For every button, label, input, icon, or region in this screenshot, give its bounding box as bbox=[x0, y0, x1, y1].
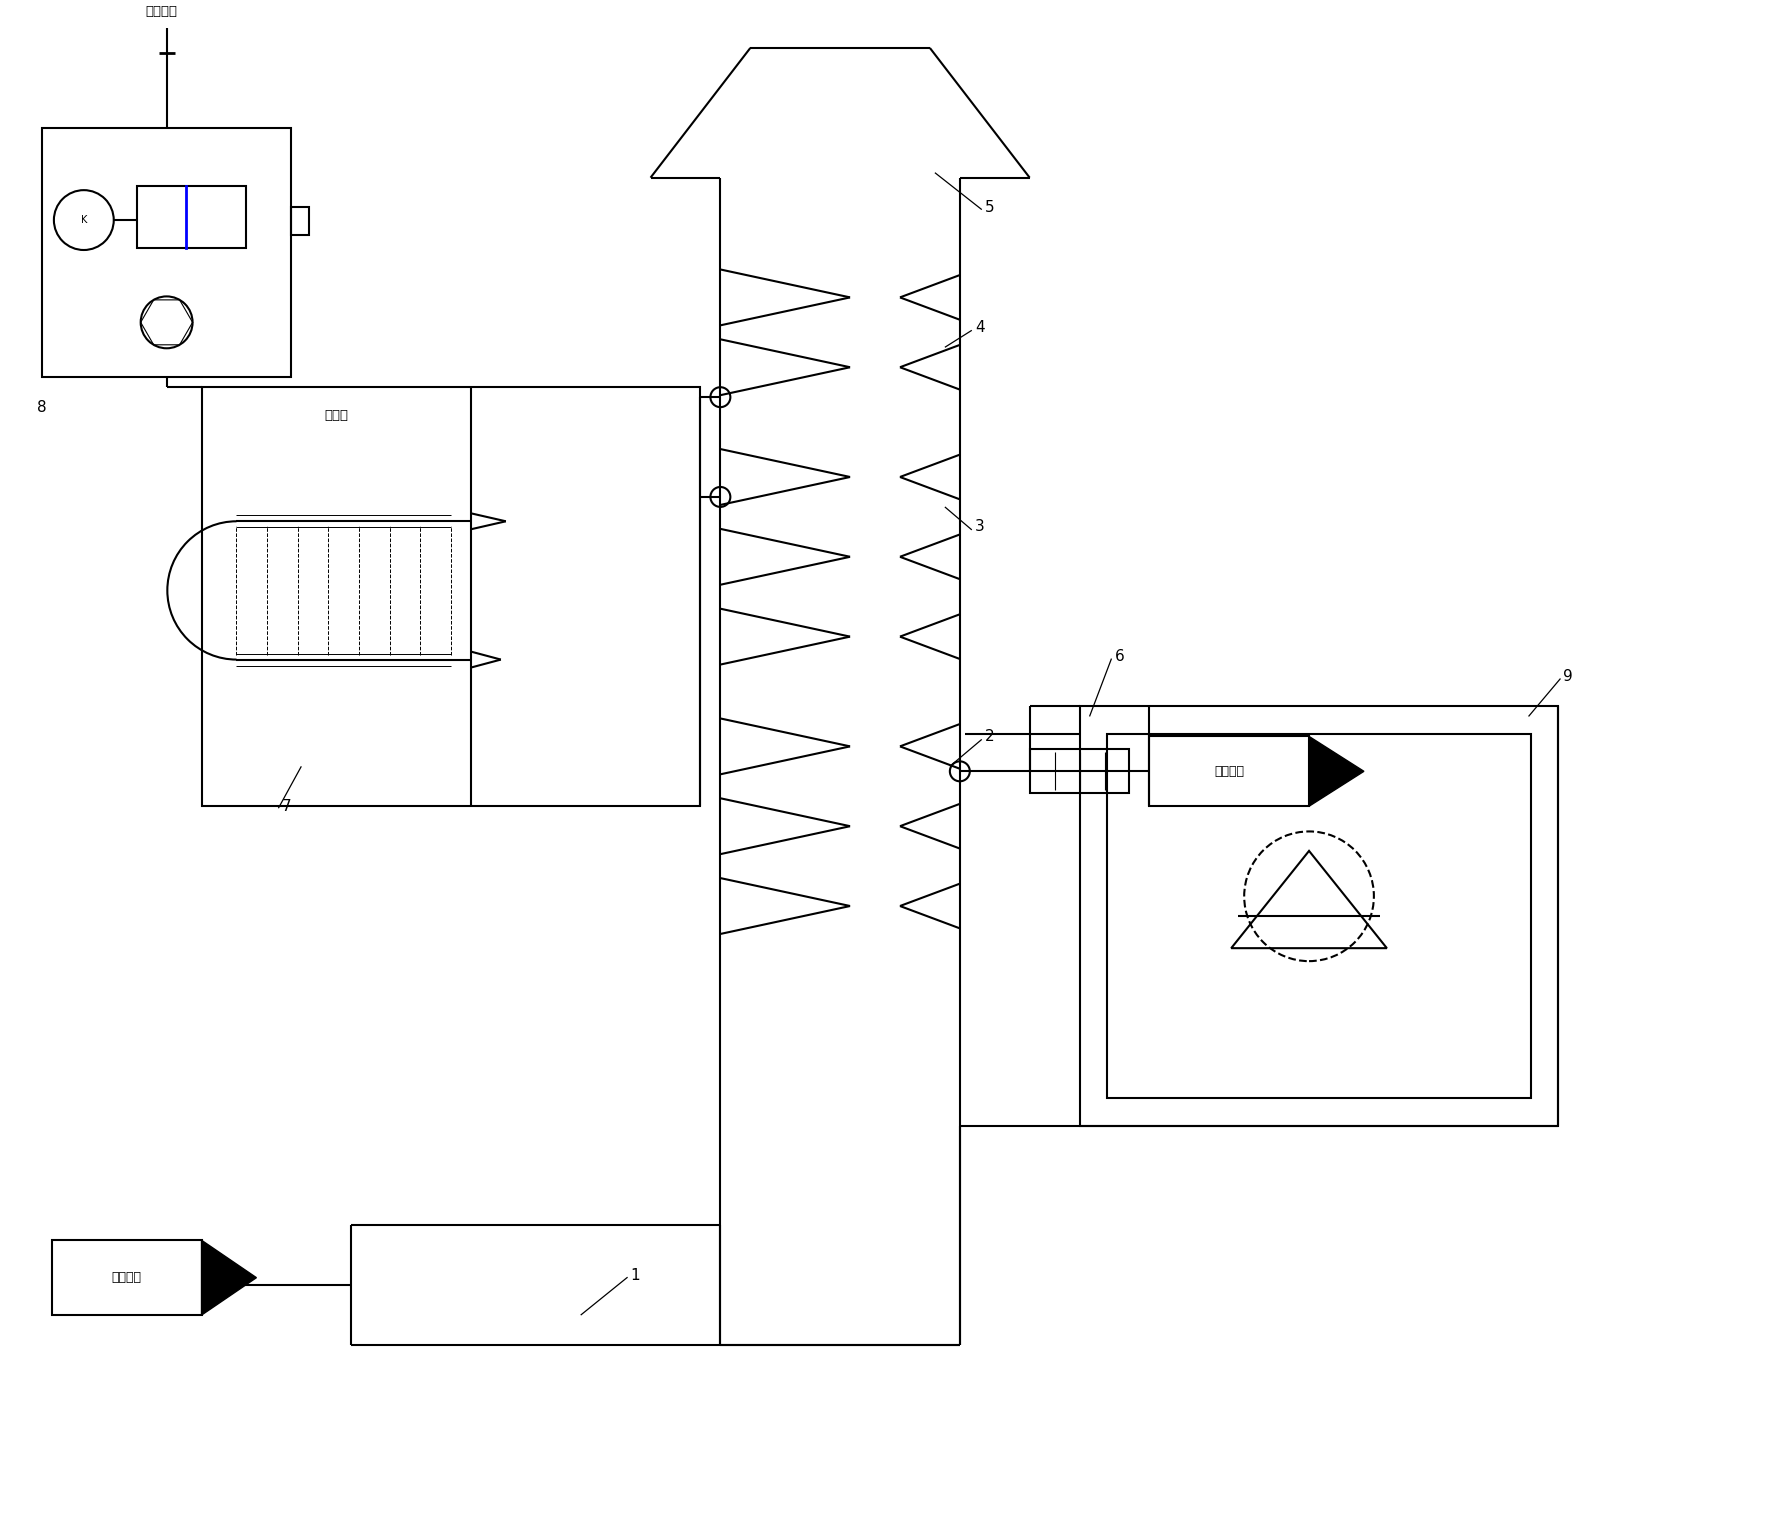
Bar bbox=[1149, 737, 1308, 806]
Text: 7: 7 bbox=[282, 798, 291, 813]
Bar bbox=[137, 186, 246, 247]
Text: 2: 2 bbox=[984, 729, 995, 743]
Bar bbox=[202, 388, 700, 806]
Text: 1: 1 bbox=[631, 1268, 640, 1283]
Polygon shape bbox=[202, 1241, 257, 1315]
Text: K: K bbox=[80, 215, 87, 224]
Text: 6: 6 bbox=[1115, 649, 1124, 664]
Text: 9: 9 bbox=[1564, 668, 1573, 684]
Text: 烟气进口: 烟气进口 bbox=[112, 1271, 142, 1285]
Bar bbox=[291, 208, 309, 235]
Bar bbox=[1030, 749, 1129, 794]
Bar bbox=[43, 128, 291, 377]
Polygon shape bbox=[1308, 737, 1363, 806]
Text: 蒸汽出口: 蒸汽出口 bbox=[1215, 765, 1245, 778]
Text: 5: 5 bbox=[984, 200, 995, 215]
Text: 4: 4 bbox=[975, 320, 984, 334]
Bar bbox=[51, 1241, 202, 1315]
Text: 8: 8 bbox=[37, 400, 46, 415]
Bar bbox=[1080, 707, 1558, 1126]
Text: 过热器: 过热器 bbox=[324, 409, 348, 421]
Text: 来自给水: 来自给水 bbox=[145, 5, 177, 18]
Bar bbox=[1108, 734, 1530, 1097]
Text: 3: 3 bbox=[975, 519, 984, 534]
